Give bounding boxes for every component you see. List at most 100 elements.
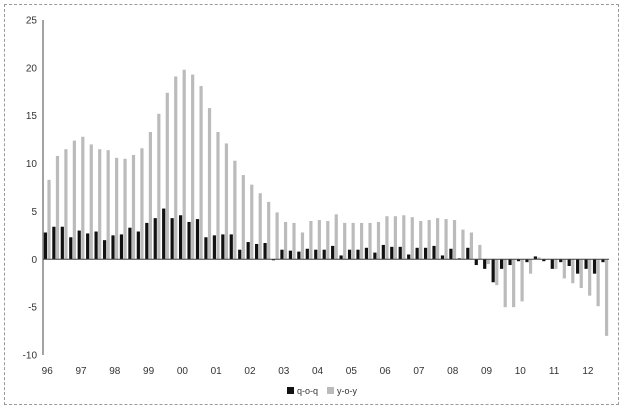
bar-q-o-q — [347, 249, 352, 260]
bar-q-o-q — [398, 246, 402, 260]
bar-y-o-y — [604, 259, 609, 336]
legend-swatch-q-o-q — [287, 387, 294, 394]
bar-q-o-q — [516, 259, 521, 262]
x-tick-label: 99 — [143, 366, 155, 377]
bar-y-o-y — [469, 232, 474, 260]
bar-q-o-q — [77, 230, 81, 260]
bar-y-o-y — [47, 179, 51, 260]
bar-q-o-q — [373, 252, 377, 260]
bar-y-o-y — [199, 86, 203, 260]
bar-q-o-q — [356, 249, 360, 260]
bar-y-o-y — [292, 222, 296, 260]
bar-q-o-q — [145, 222, 149, 260]
bar-q-o-q — [364, 247, 369, 260]
legend-label-q-o-q: q-o-q — [297, 386, 318, 396]
bar-y-o-y — [528, 259, 533, 274]
bar-y-o-y — [562, 259, 566, 279]
bar-q-o-q — [576, 259, 580, 274]
bar-y-o-y — [444, 219, 448, 260]
bar-q-o-q — [94, 231, 98, 260]
x-axis-ticks: 96 97 98 99 00 01 02 03 04 05 06 07 08 09 10 11 12 — [42, 366, 594, 377]
bar-y-o-y — [191, 74, 195, 260]
bar-y-o-y — [368, 222, 372, 260]
bar-y-o-y — [571, 259, 575, 284]
bar-q-o-q — [288, 250, 293, 260]
bar-y-o-y — [326, 221, 330, 260]
bar-y-o-y — [64, 149, 68, 260]
bar-y-o-y — [512, 259, 516, 308]
x-tick-label: 09 — [481, 366, 493, 377]
x-tick-label: 98 — [109, 366, 121, 377]
bar-y-o-y — [300, 232, 305, 260]
bar-q-o-q — [221, 234, 225, 260]
bar-y-o-y — [410, 217, 414, 260]
bar-y-o-y — [393, 216, 397, 260]
bar-q-o-q — [440, 255, 445, 260]
bar-y-o-y — [72, 140, 76, 260]
bar-y-o-y — [427, 220, 431, 260]
bar-y-o-y — [241, 175, 245, 260]
bar-q-o-q — [162, 208, 166, 260]
bar-y-o-y — [157, 113, 161, 260]
bar-q-o-q — [43, 232, 48, 260]
bar-q-o-q — [153, 218, 157, 260]
bar-q-o-q — [212, 235, 216, 260]
bar-q-o-q — [474, 259, 478, 266]
bar-q-o-q — [204, 237, 208, 260]
bar-y-o-y — [537, 257, 541, 260]
bar-y-o-y — [359, 222, 364, 260]
bar-q-o-q — [466, 247, 470, 260]
bars-group — [43, 69, 609, 336]
bar-y-o-y — [267, 201, 271, 260]
y-tick-label: 20 — [26, 63, 38, 74]
bar-y-o-y — [351, 222, 355, 260]
x-tick-label: 00 — [177, 366, 189, 377]
y-tick-label: 25 — [26, 16, 38, 27]
bar-y-o-y — [317, 220, 321, 260]
bar-q-o-q — [500, 259, 504, 269]
bar-y-o-y — [385, 216, 389, 260]
x-tick-label: 07 — [413, 366, 425, 377]
bar-y-o-y — [106, 150, 110, 260]
y-tick-label: -10 — [23, 351, 38, 362]
x-tick-label: 12 — [582, 366, 594, 377]
bar-y-o-y — [452, 220, 457, 260]
bar-y-o-y — [207, 108, 212, 260]
x-tick-label: 01 — [211, 366, 223, 377]
bar-y-o-y — [309, 221, 313, 260]
bar-q-o-q — [601, 259, 605, 263]
bar-q-o-q — [187, 221, 191, 260]
bar-y-o-y — [419, 221, 423, 260]
bar-q-o-q — [390, 246, 394, 260]
bar-q-o-q — [297, 251, 301, 260]
bar-q-o-q — [314, 249, 318, 260]
bar-q-o-q — [238, 249, 242, 260]
bar-chart: 25 20 15 10 5 0 -5 -10 96 97 98 99 00 01 02 03 04 05 06 07… — [23, 16, 609, 396]
x-tick-label: 11 — [549, 366, 560, 377]
legend-label-y-o-y: y-o-y — [337, 386, 357, 396]
bar-q-o-q — [305, 248, 309, 260]
bar-y-o-y — [495, 259, 499, 286]
x-tick-label: 06 — [380, 366, 392, 377]
chart-frame: 25 20 15 10 5 0 -5 -10 96 97 98 99 00 01 02 03 04 05 06 07… — [4, 4, 619, 405]
bar-y-o-y — [233, 160, 237, 260]
bar-y-o-y — [402, 215, 406, 260]
bar-q-o-q — [508, 259, 512, 266]
bar-q-o-q — [102, 240, 107, 260]
bar-q-o-q — [128, 227, 132, 260]
bar-q-o-q — [263, 243, 267, 260]
bar-q-o-q — [449, 248, 453, 260]
bar-q-o-q — [415, 247, 419, 260]
bar-q-o-q — [483, 259, 487, 269]
bar-q-o-q — [533, 256, 537, 260]
bar-q-o-q — [407, 254, 411, 260]
x-tick-label: 02 — [244, 366, 256, 377]
bar-q-o-q — [86, 233, 90, 260]
bar-y-o-y — [334, 214, 338, 260]
bar-y-o-y — [579, 259, 583, 288]
bar-q-o-q — [491, 259, 495, 283]
bar-q-o-q — [542, 259, 546, 262]
bar-q-o-q — [255, 243, 259, 260]
bar-q-o-q — [229, 234, 233, 260]
bar-y-o-y — [98, 149, 102, 260]
